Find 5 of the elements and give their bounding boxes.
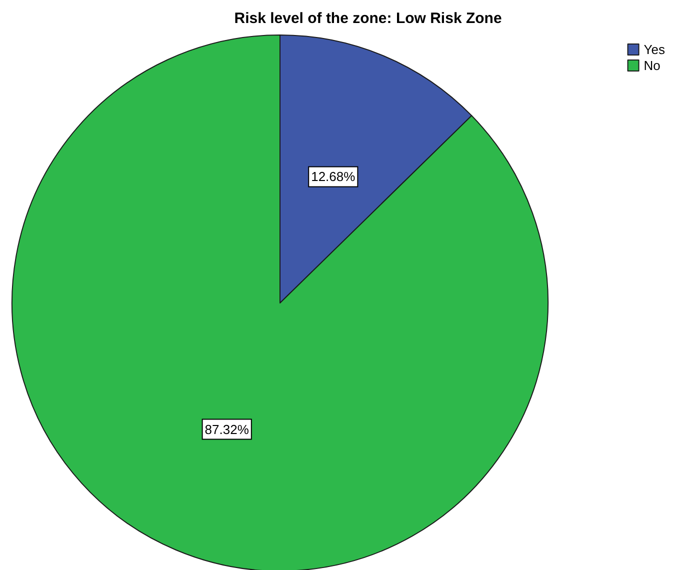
chart-title: Risk level of the zone: Low Risk Zone	[234, 10, 502, 27]
legend-label: No	[644, 58, 660, 73]
data-label: 12.68%	[311, 169, 356, 184]
data-label: 87.32%	[204, 422, 250, 437]
legend-label: Yes	[644, 42, 666, 57]
